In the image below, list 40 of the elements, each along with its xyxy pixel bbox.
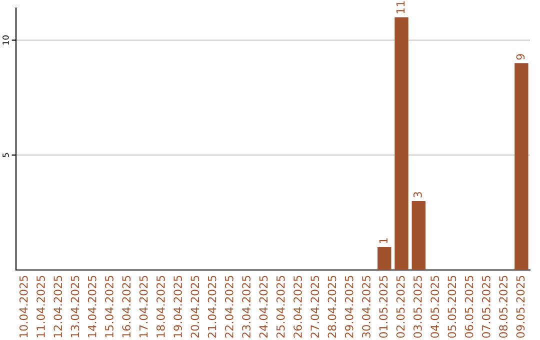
x-tick-label: 05.05.2025 xyxy=(448,276,456,338)
x-tick-label: 07.05.2025 xyxy=(482,276,490,338)
x-tick-label: 15.04.2025 xyxy=(105,276,114,338)
bar xyxy=(378,247,392,270)
x-tick-label: 16.04.2025 xyxy=(122,276,131,338)
x-tick-label: 19.04.2025 xyxy=(174,276,182,338)
bar xyxy=(412,201,426,270)
x-tick-label: 11.04.2025 xyxy=(36,276,45,338)
x-tick-label: 28.04.2025 xyxy=(328,276,336,338)
x-tick-label: 24.04.2025 xyxy=(259,276,268,338)
x-tick-label: 17.04.2025 xyxy=(139,276,148,338)
x-tick-label: 12.04.2025 xyxy=(54,276,62,338)
bar xyxy=(514,63,528,270)
x-tick-label: 04.05.2025 xyxy=(430,276,439,338)
x-tick-label: 22.04.2025 xyxy=(224,276,234,338)
x-tick-label: 23.04.2025 xyxy=(242,276,251,338)
x-tick-label: 03.05.2025 xyxy=(413,276,422,338)
x-tick-label: 09.05.2025 xyxy=(516,276,525,338)
bar xyxy=(394,17,408,270)
x-tick-label: 08.05.2025 xyxy=(499,276,508,338)
x-tick-label: 13.04.2025 xyxy=(70,276,80,338)
x-tick-label: 29.04.2025 xyxy=(344,276,354,338)
x-tick-label: 25.04.2025 xyxy=(276,276,285,338)
x-tick-label: 30.04.2025 xyxy=(362,276,370,338)
data-label: 11 xyxy=(396,1,405,14)
x-tick-label: 20.04.2025 xyxy=(190,276,200,338)
x-tick-label: 27.04.2025 xyxy=(310,276,320,338)
y-tick-label: 5 xyxy=(2,153,9,158)
x-tick-label: 21.04.2025 xyxy=(208,276,216,338)
data-label: 1 xyxy=(379,238,388,244)
x-tick-label: 06.05.2025 xyxy=(464,276,474,338)
data-label: 9 xyxy=(516,54,525,60)
x-tick-label: 26.04.2025 xyxy=(294,276,302,338)
y-tick-label: 10 xyxy=(2,35,9,45)
data-label: 3 xyxy=(413,192,422,198)
x-tick-label: 10.04.2025 xyxy=(19,276,28,338)
x-tick-label: 14.04.2025 xyxy=(88,276,96,338)
x-tick-label: 02.05.2025 xyxy=(396,276,405,338)
x-tick-label: 01.05.2025 xyxy=(379,276,388,338)
x-tick-label: 18.04.2025 xyxy=(156,276,165,338)
